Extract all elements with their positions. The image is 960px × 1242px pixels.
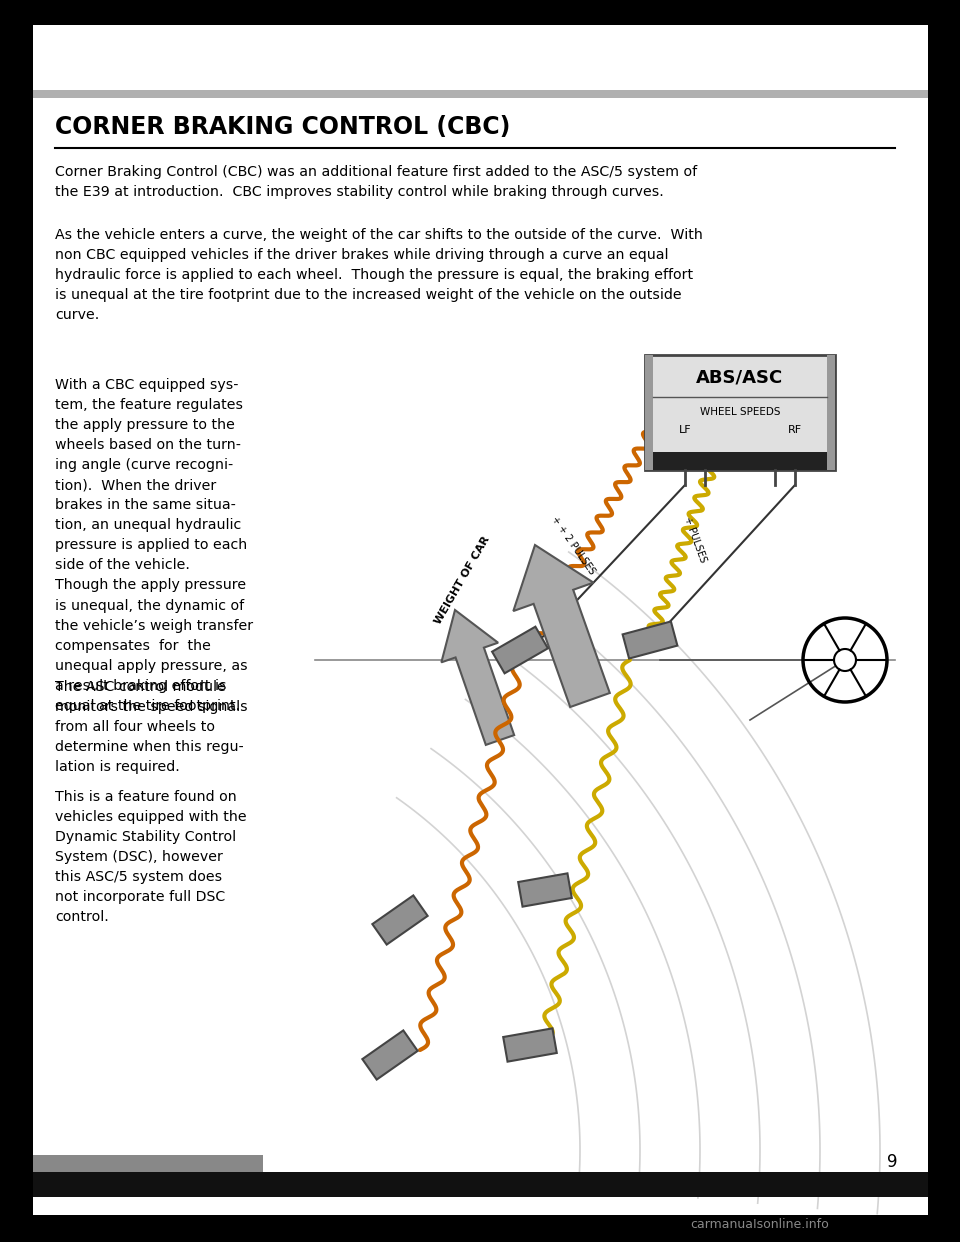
Text: CORNER BRAKING CONTROL (CBC): CORNER BRAKING CONTROL (CBC) — [55, 116, 511, 139]
Polygon shape — [492, 627, 548, 673]
Text: carmanuaIsonline.info: carmanuaIsonline.info — [690, 1218, 829, 1232]
Text: RF: RF — [788, 425, 802, 435]
Polygon shape — [623, 621, 678, 658]
Bar — [33, 1172, 928, 1197]
Text: As the vehicle enters a curve, the weight of the car shifts to the outside of th: As the vehicle enters a curve, the weigh… — [55, 229, 703, 322]
Bar — [33, 89, 928, 98]
Text: WHEEL SPEEDS: WHEEL SPEEDS — [700, 407, 780, 417]
Text: Corner Braking Control (CBC) was an additional feature first added to the ASC/5 : Corner Braking Control (CBC) was an addi… — [55, 165, 697, 199]
Text: LF: LF — [679, 425, 691, 435]
Text: With a CBC equipped sys-
tem, the feature regulates
the apply pressure to the
wh: With a CBC equipped sys- tem, the featur… — [55, 378, 253, 713]
Polygon shape — [372, 895, 427, 945]
Text: 9: 9 — [887, 1153, 898, 1171]
Polygon shape — [503, 1028, 557, 1062]
Polygon shape — [518, 873, 572, 907]
Bar — [653, 452, 827, 469]
Text: + PULSES: + PULSES — [682, 515, 708, 564]
Bar — [645, 355, 835, 469]
Polygon shape — [362, 1031, 418, 1079]
Text: + + 2 PULSES: + + 2 PULSES — [549, 514, 597, 576]
Text: This is a feature found on
vehicles equipped with the
Dynamic Stability Control
: This is a feature found on vehicles equi… — [55, 790, 247, 924]
Text: The ASC control module
monitors the speed signals
from all four wheels to
determ: The ASC control module monitors the spee… — [55, 681, 248, 774]
Bar — [645, 355, 653, 469]
Circle shape — [834, 650, 856, 671]
Text: WEIGHT OF CAR: WEIGHT OF CAR — [433, 534, 492, 626]
FancyArrow shape — [442, 610, 515, 745]
FancyArrow shape — [514, 545, 610, 707]
Bar — [33, 1155, 263, 1172]
Text: ABS/ASC: ABS/ASC — [696, 368, 783, 386]
Bar — [33, 25, 928, 89]
Bar — [827, 355, 835, 469]
